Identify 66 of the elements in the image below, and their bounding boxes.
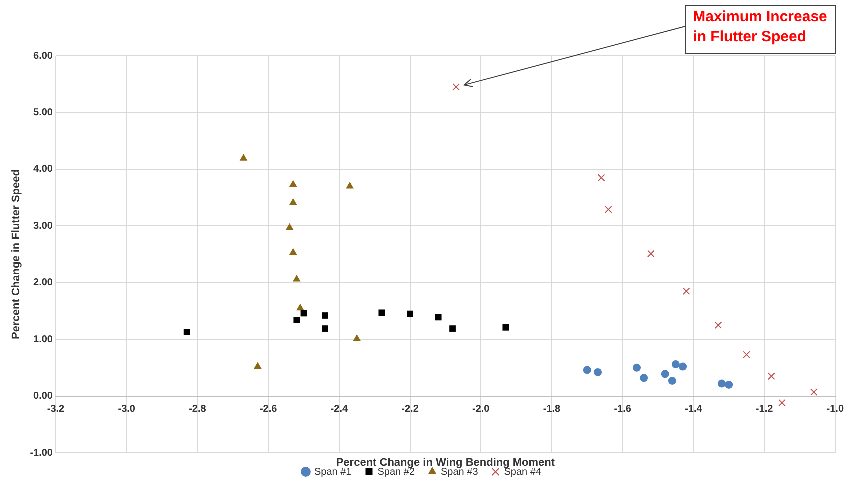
x-tick-label: -2.0 [472,404,490,416]
point [346,182,354,189]
x-tick-label: -2.2 [402,404,420,416]
legend-label: Span #3 [441,466,479,478]
point [810,388,818,396]
legend-label: Span #2 [378,466,416,478]
point [322,312,328,319]
y-tick-label: 2.00 [34,278,54,289]
x-tick-label: -1.8 [543,404,562,416]
x-tick-label: -1.4 [685,404,703,416]
x-tick-label: -2.6 [260,404,278,416]
x-tick-label: -2.8 [189,404,207,416]
point [435,314,442,321]
point [289,198,298,206]
point [293,274,301,282]
x-tick-label: -1.6 [614,404,632,416]
legend-label: Span #4 [504,466,542,478]
x-tick-label: -2.4 [330,404,348,416]
point [254,362,262,370]
point [768,372,776,380]
point [682,288,690,296]
point [594,368,602,376]
point [632,364,641,372]
point [322,326,328,332]
point [743,351,750,359]
y-tick-label: 0.00 [34,391,54,402]
point [661,370,670,378]
annotation: Maximum Increase in Flutter Speed [693,8,828,46]
point [294,317,300,324]
point [714,322,722,330]
y-tick-label: 4.00 [34,164,54,176]
point [296,304,304,311]
point [647,250,655,258]
point [604,206,612,214]
point [583,366,592,374]
point [289,180,298,187]
y-tick-label: 6.00 [34,50,54,62]
x-tick-label: -1.2 [756,404,774,416]
point [718,380,726,388]
x-tick-label: -1.0 [826,404,844,416]
point [378,310,386,316]
x-axis-title: Percent Change in Wing Bending Moment [336,457,556,470]
point [353,334,362,342]
point [184,329,190,336]
point [672,360,680,369]
y-tick-label: 3.00 [34,220,54,232]
point [668,376,676,385]
point [778,399,786,407]
point [240,154,248,161]
point [450,326,456,332]
point [502,324,510,331]
y-axis-title: Percent Change in Flutter Speed [10,170,23,340]
y-tick-label: -1.00 [30,448,54,459]
y-tick-label: 1.00 [34,334,54,346]
point [679,362,688,371]
x-tick-label: -3.2 [47,404,66,416]
y-tick-label: 5.00 [34,107,54,118]
point [407,310,414,318]
point [289,248,298,256]
point [598,174,606,182]
point [452,84,460,91]
legend-label: Span #1 [314,466,352,478]
point [640,374,648,382]
point [286,223,294,230]
x-tick-label: -3.0 [118,404,136,416]
point [725,380,734,389]
